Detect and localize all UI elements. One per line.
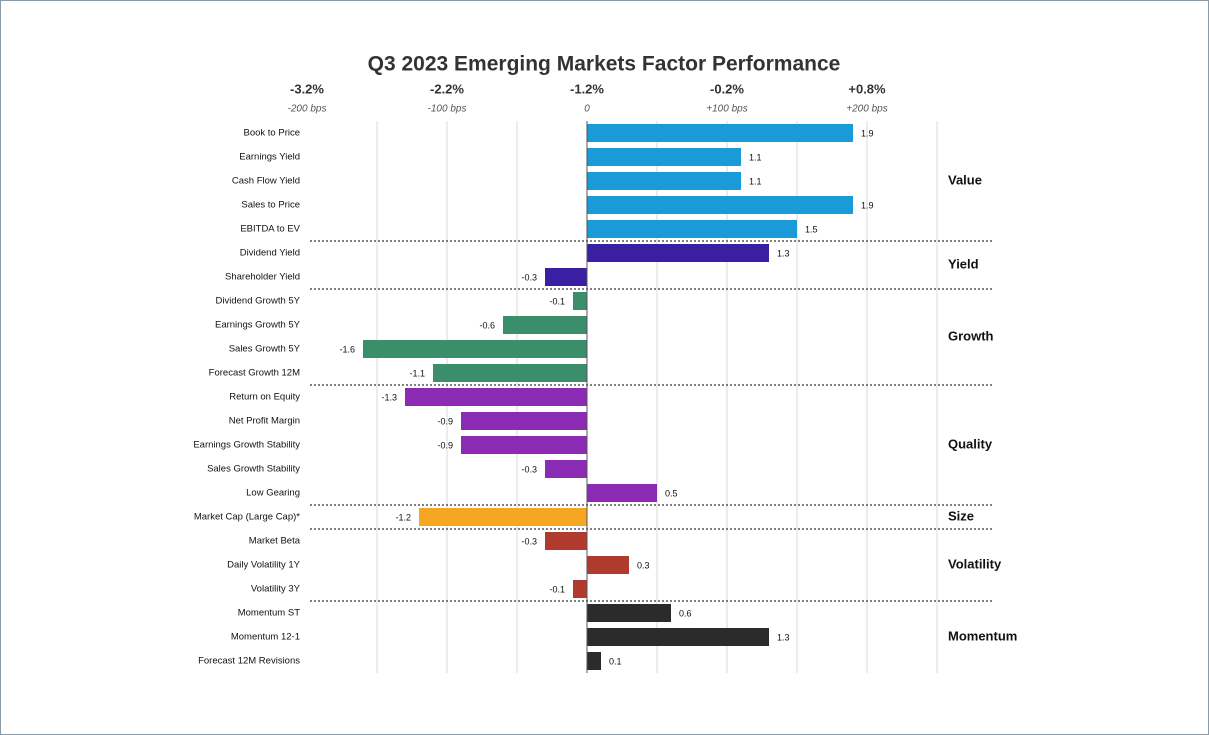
group-label: Momentum: [948, 628, 1017, 643]
bar: [545, 268, 587, 286]
category-label: Market Cap (Large Cap)*: [194, 512, 300, 523]
bar: [587, 172, 741, 190]
group-label: Size: [948, 508, 974, 523]
bar: [587, 220, 797, 238]
category-label: Forecast 12M Revisions: [198, 656, 300, 667]
bar: [545, 460, 587, 478]
group-label: Volatility: [948, 556, 1002, 571]
value-label: 1.9: [861, 128, 874, 138]
value-label: -0.1: [549, 584, 565, 594]
x-tick-label: -1.2%: [570, 81, 604, 96]
bar: [587, 244, 769, 262]
group-label: Growth: [948, 328, 994, 343]
category-label: Net Profit Margin: [229, 416, 300, 427]
value-label: -1.2: [395, 512, 411, 522]
bar: [587, 556, 629, 574]
value-label: 0.1: [609, 656, 622, 666]
category-label: Market Beta: [249, 536, 301, 547]
category-label: Sales to Price: [241, 200, 300, 211]
group-label: Value: [948, 172, 982, 187]
bar: [587, 148, 741, 166]
value-label: 1.3: [777, 632, 790, 642]
category-label: Return on Equity: [229, 392, 300, 403]
value-label: -0.3: [521, 464, 537, 474]
value-label: -0.3: [521, 272, 537, 282]
value-label: -0.3: [521, 536, 537, 546]
bar: [419, 508, 587, 526]
category-label: Shareholder Yield: [225, 272, 300, 283]
bar: [461, 412, 587, 430]
x-tick-label: -3.2%: [290, 81, 324, 96]
category-label: Dividend Growth 5Y: [216, 296, 301, 307]
group-label: Quality: [948, 436, 993, 451]
value-label: 1.5: [805, 224, 818, 234]
bar: [363, 340, 587, 358]
x-tick-label: +0.8%: [848, 81, 886, 96]
value-label: 0.5: [665, 488, 678, 498]
bar: [503, 316, 587, 334]
x-tick-label: -0.2%: [710, 81, 744, 96]
category-label: Momentum 12-1: [231, 632, 300, 643]
bar: [587, 604, 671, 622]
value-label: -0.6: [479, 320, 495, 330]
category-label: Dividend Yield: [240, 248, 300, 259]
category-label: Volatility 3Y: [251, 584, 301, 595]
category-label: Earnings Growth 5Y: [215, 320, 301, 331]
value-label: -1.3: [381, 392, 397, 402]
category-label: Momentum ST: [238, 608, 300, 619]
group-label: Yield: [948, 256, 979, 271]
category-label: Daily Volatility 1Y: [227, 560, 301, 571]
value-label: -1.6: [339, 344, 355, 354]
bar: [587, 484, 657, 502]
value-label: -0.9: [437, 440, 453, 450]
bar: [573, 580, 587, 598]
x2-tick-label: +100 bps: [706, 104, 747, 115]
bar: [461, 436, 587, 454]
x2-tick-label: -200 bps: [288, 104, 327, 115]
value-label: 1.1: [749, 176, 762, 186]
value-label: 0.6: [679, 608, 692, 618]
category-label: Sales Growth Stability: [207, 464, 300, 475]
chart-title: Q3 2023 Emerging Markets Factor Performa…: [368, 53, 841, 76]
category-label: Earnings Yield: [239, 152, 300, 163]
bar: [433, 364, 587, 382]
bar: [587, 196, 853, 214]
bar: [587, 652, 601, 670]
value-label: 1.1: [749, 152, 762, 162]
value-label: 1.3: [777, 248, 790, 258]
bar: [573, 292, 587, 310]
value-label: -0.1: [549, 296, 565, 306]
value-label: 0.3: [637, 560, 650, 570]
category-label: EBITDA to EV: [240, 224, 300, 235]
category-label: Sales Growth 5Y: [229, 344, 301, 355]
bar: [545, 532, 587, 550]
category-label: Low Gearing: [246, 488, 300, 499]
value-label: 1.9: [861, 200, 874, 210]
bar: [405, 388, 587, 406]
category-label: Book to Price: [244, 128, 301, 139]
category-label: Forecast Growth 12M: [209, 368, 300, 379]
x-tick-label: -2.2%: [430, 81, 464, 96]
x2-tick-label: +200 bps: [846, 104, 887, 115]
category-label: Cash Flow Yield: [232, 176, 300, 187]
value-label: -0.9: [437, 416, 453, 426]
x2-tick-label: 0: [584, 104, 590, 115]
value-label: -1.1: [409, 368, 425, 378]
bar: [587, 628, 769, 646]
category-label: Earnings Growth Stability: [193, 440, 300, 451]
x2-tick-label: -100 bps: [428, 104, 467, 115]
bar: [587, 124, 853, 142]
